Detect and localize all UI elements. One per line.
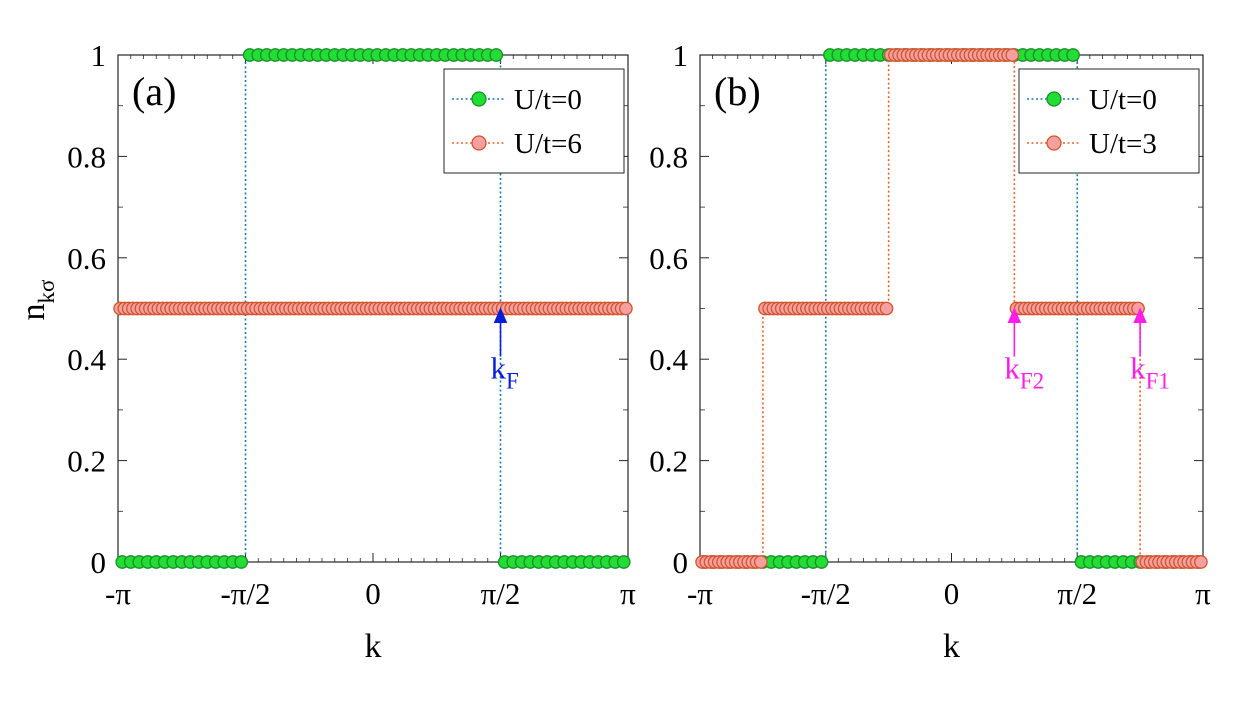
data-point <box>879 301 894 316</box>
legend-entry: U/t=6 <box>514 128 582 160</box>
legend-marker <box>471 135 487 151</box>
legend-entry: U/t=0 <box>514 84 582 116</box>
y-axis-label: nkσ <box>15 279 59 321</box>
data-point <box>1066 48 1080 62</box>
x-axis-label: k <box>943 628 960 665</box>
legend-marker <box>471 91 487 107</box>
data-point <box>814 555 829 569</box>
x-tick-label: 0 <box>365 576 381 611</box>
data-point <box>489 48 504 62</box>
y-tick-label: 0.2 <box>649 444 688 479</box>
y-tick-label: 0.8 <box>649 139 688 174</box>
panel-a: -π -π/2 0 π/2 π 0 0.2 0.4 0.6 0.8 1 k (a) U/t=0 U/t=6 k… <box>67 38 636 665</box>
x-tick-label: -π/2 <box>220 576 270 611</box>
legend-entry: U/t=3 <box>1089 128 1157 160</box>
y-tick-label: 0.4 <box>67 342 106 377</box>
legend-entry: U/t=0 <box>1089 84 1157 116</box>
legend-marker <box>1046 91 1062 107</box>
annotation-label: kF1 <box>1130 351 1170 394</box>
data-point <box>753 555 768 569</box>
y-tick-label: 0.8 <box>67 139 106 174</box>
x-tick-label: -π <box>687 576 713 611</box>
y-tick-label: 0.2 <box>67 444 106 479</box>
data-point <box>616 555 631 569</box>
x-tick-label: -π <box>105 576 131 611</box>
x-tick-label: π/2 <box>1057 576 1097 611</box>
x-tick-label: π <box>620 576 636 611</box>
annotation-arrowhead <box>1007 307 1022 323</box>
series-line <box>700 54 1203 563</box>
legend-box <box>1018 68 1200 174</box>
y-tick-label: 0 <box>91 545 107 580</box>
x-tick-label: π <box>1195 576 1211 611</box>
annotation-arrowhead <box>493 307 508 323</box>
y-tick-label: 1 <box>673 38 689 73</box>
y-tick-label: 0.4 <box>649 342 688 377</box>
x-tick-label: -π/2 <box>801 576 851 611</box>
panel-b: -π -π/2 0 π/2 π 0 0.2 0.4 0.6 0.8 1 k (b) U/t=0 U/t=3 k… <box>649 38 1211 665</box>
data-point <box>1194 555 1208 569</box>
y-tick-label: 1 <box>91 38 107 73</box>
panel-label: (b) <box>714 69 761 114</box>
y-tick-label: 0.6 <box>649 241 688 276</box>
legend-box <box>443 68 625 174</box>
annotation-label: kF <box>491 351 519 394</box>
annotation-label: kF2 <box>1004 351 1044 394</box>
data-point <box>1005 48 1020 62</box>
x-tick-label: π/2 <box>481 576 521 611</box>
y-tick-label: 0 <box>673 545 689 580</box>
data-point <box>234 555 249 569</box>
data-point <box>619 301 633 316</box>
x-tick-label: 0 <box>944 576 960 611</box>
x-axis-label: k <box>365 628 382 665</box>
panel-label: (a) <box>132 69 176 114</box>
y-tick-label: 0.6 <box>67 241 106 276</box>
annotation-arrowhead <box>1133 307 1147 323</box>
legend-marker <box>1046 135 1062 151</box>
